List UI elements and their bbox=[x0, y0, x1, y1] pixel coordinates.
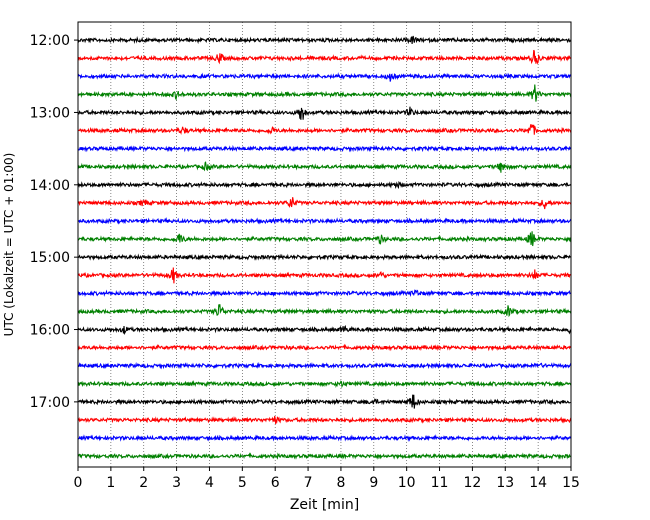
trace-row-1245 bbox=[77, 84, 572, 102]
x-tick-label: 5 bbox=[238, 475, 247, 491]
trace-row-1400 bbox=[77, 180, 572, 190]
trace-row-1215 bbox=[77, 49, 572, 65]
y-tick-label: 13:00 bbox=[30, 105, 70, 121]
y-tick-label: 15:00 bbox=[30, 250, 70, 266]
trace-row-1200 bbox=[77, 35, 572, 45]
x-tick-label: 4 bbox=[205, 475, 214, 491]
plot-frame bbox=[77, 21, 572, 468]
trace-row-1445 bbox=[77, 231, 572, 247]
trace-row-1315 bbox=[77, 124, 572, 135]
x-axis-ticks: 0 1 2 3 4 5 6 7 8 9 10 11 12 13 14 15 bbox=[74, 467, 580, 491]
trace-row-1530 bbox=[77, 289, 572, 298]
trace-row-1615 bbox=[77, 343, 572, 352]
y-tick-label: 12:00 bbox=[30, 33, 70, 49]
seismic-traces bbox=[77, 35, 572, 460]
trace-row-1230 bbox=[77, 72, 572, 82]
trace-row-1630 bbox=[78, 361, 572, 370]
trace-row-1330 bbox=[77, 144, 572, 153]
trace-row-1545 bbox=[77, 304, 572, 318]
x-tick-label: 6 bbox=[271, 475, 280, 491]
trace-row-1430 bbox=[77, 217, 572, 225]
trace-row-1300 bbox=[77, 106, 572, 120]
x-axis-label: Zeit [min] bbox=[290, 497, 359, 513]
x-tick-label: 0 bbox=[74, 475, 83, 491]
trace-row-1715 bbox=[77, 415, 572, 425]
trace-row-1345 bbox=[77, 161, 572, 173]
trace-row-1515 bbox=[77, 267, 571, 284]
trace-row-1745 bbox=[77, 452, 572, 460]
y-axis-ticks: 12:00 13:00 14:00 15:00 16:00 17:00 bbox=[30, 33, 78, 411]
trace-row-1415 bbox=[77, 197, 572, 210]
x-tick-label: 7 bbox=[304, 475, 313, 491]
x-tick-label: 15 bbox=[562, 475, 580, 491]
x-tick-label: 1 bbox=[106, 475, 115, 491]
gridlines bbox=[110, 22, 539, 467]
x-tick-label: 2 bbox=[139, 475, 148, 491]
trace-row-1500 bbox=[77, 253, 572, 261]
trace-row-1700 bbox=[77, 394, 572, 409]
y-axis-label: UTC (Lokalzeit = UTC + 01:00) bbox=[2, 153, 16, 337]
x-tick-label: 3 bbox=[172, 475, 181, 491]
x-tick-label: 10 bbox=[398, 475, 416, 491]
x-tick-label: 9 bbox=[369, 475, 378, 491]
x-tick-label: 8 bbox=[336, 475, 345, 491]
y-tick-label: 16:00 bbox=[30, 323, 70, 339]
trace-row-1730 bbox=[77, 434, 572, 442]
trace-row-1600 bbox=[77, 324, 572, 336]
x-tick-label: 12 bbox=[463, 475, 481, 491]
trace-row-1645 bbox=[77, 380, 572, 389]
y-tick-label: 17:00 bbox=[30, 395, 70, 411]
x-tick-label: 14 bbox=[529, 475, 547, 491]
x-tick-label: 13 bbox=[496, 475, 514, 491]
x-tick-label: 11 bbox=[431, 475, 449, 491]
y-tick-label: 14:00 bbox=[30, 178, 70, 194]
